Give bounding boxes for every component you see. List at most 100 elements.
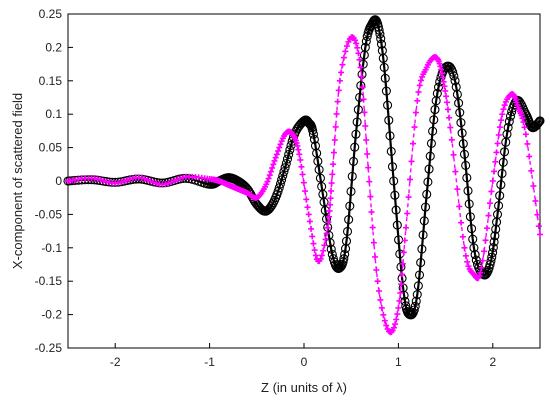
series-0-point (281, 158, 291, 169)
series-1-point (100, 177, 107, 184)
series-0-point (463, 186, 473, 196)
series-1-point (412, 109, 419, 116)
series-1-point (300, 179, 307, 186)
series-0-point (424, 164, 434, 174)
series-0-point (413, 281, 423, 291)
series-0-point (339, 254, 349, 264)
series-1-point (461, 244, 468, 251)
series-layer (63, 15, 545, 336)
series-0-point (345, 201, 355, 211)
series-1-point (482, 237, 489, 244)
series-1-point (465, 263, 472, 270)
series-1-point (394, 311, 401, 318)
series-0-point (416, 258, 426, 268)
series-1-point (398, 281, 405, 288)
series-1-point (298, 163, 305, 170)
series-0-point (498, 157, 508, 167)
series-0-point (430, 105, 440, 115)
series-1-point (302, 188, 309, 195)
series-1-point (397, 289, 404, 296)
series-1-point (537, 231, 543, 238)
series-1-point (489, 178, 496, 184)
series-0-point (494, 201, 504, 211)
series-1-point (458, 219, 465, 226)
series-1-point (276, 144, 283, 151)
series-0-point (356, 81, 366, 91)
series-1-point (326, 213, 333, 220)
x-tick-label: 2 (489, 355, 496, 369)
series-0-point (411, 296, 421, 306)
series-0-point (344, 215, 354, 225)
series-0-point (410, 301, 420, 311)
series-0-point (417, 244, 427, 254)
series-1-point (308, 225, 315, 232)
series-1-point (393, 316, 400, 323)
series-0-point (314, 165, 324, 175)
x-axis-ticks: -2 -1 0 1 2 (110, 343, 496, 369)
series-0-point (278, 171, 288, 181)
series-1-point (360, 96, 367, 103)
series-0-point (282, 154, 293, 164)
y-tick-label: 0.2 (45, 40, 62, 54)
series-0-point (464, 199, 474, 209)
series-1-point (351, 37, 358, 44)
series-1-point (177, 175, 184, 182)
series-1-point (383, 322, 390, 329)
series-0-point (425, 151, 435, 161)
series-1-point (481, 248, 488, 255)
series-1-point (296, 151, 303, 158)
series-1-point (165, 180, 172, 187)
series-0-point (428, 126, 438, 136)
series-1-point (333, 110, 340, 117)
series-1-point (492, 158, 499, 165)
series-0-point (445, 62, 455, 72)
series-1-point (327, 195, 334, 202)
series-0-point (418, 230, 428, 240)
series-1-point (390, 324, 397, 331)
series-0-point (456, 118, 466, 128)
series-0-point (376, 39, 387, 49)
series-1-point (334, 98, 341, 105)
series-0-point (468, 234, 478, 244)
y-tick-label: 0.05 (39, 141, 63, 155)
series-0-point (492, 209, 503, 219)
series-1-point (442, 87, 449, 94)
x-tick-label: 0 (301, 355, 308, 369)
series-0-point (284, 149, 294, 160)
series-1-point (528, 167, 535, 174)
series-0-point (458, 139, 468, 149)
series-0-point (534, 116, 544, 127)
series-0-point (502, 129, 512, 139)
series-1-point (522, 131, 529, 138)
y-tick-label: -0.25 (35, 341, 63, 355)
series-1-point (118, 179, 125, 186)
series-1-point (526, 153, 533, 160)
series-1-point (380, 311, 387, 318)
series-1-point (275, 147, 282, 154)
series-1-point (478, 264, 485, 271)
y-tick-label: 0.25 (39, 7, 63, 21)
series-0-point (534, 118, 544, 128)
series-0-point (380, 73, 390, 83)
series-0-point (449, 71, 459, 81)
series-1-point (377, 296, 384, 303)
series-0-point (353, 105, 363, 115)
y-axis-ticks: -0.25 -0.2 -0.15 -0.1 -0.05 0 0.05 0.1 0.15 0.2 0.… (35, 7, 73, 355)
series-1-point (520, 119, 527, 126)
series-0-point (267, 200, 277, 210)
y-axis-label: X-component of scattered field (10, 93, 25, 269)
series-1-point (443, 99, 450, 106)
series-1-point (338, 69, 345, 76)
series-0-point (462, 173, 472, 183)
series-1-point (372, 253, 379, 260)
series-0-point (496, 180, 506, 190)
series-1-point (408, 158, 415, 165)
series-1-point (141, 175, 148, 182)
series-0-point (432, 88, 442, 99)
series-1-point (375, 288, 382, 295)
series-1-point (488, 188, 495, 195)
series-0-point (390, 190, 400, 200)
y-tick-label: 0.1 (45, 107, 62, 121)
series-1-point (447, 124, 454, 131)
series-1-point (264, 178, 271, 185)
